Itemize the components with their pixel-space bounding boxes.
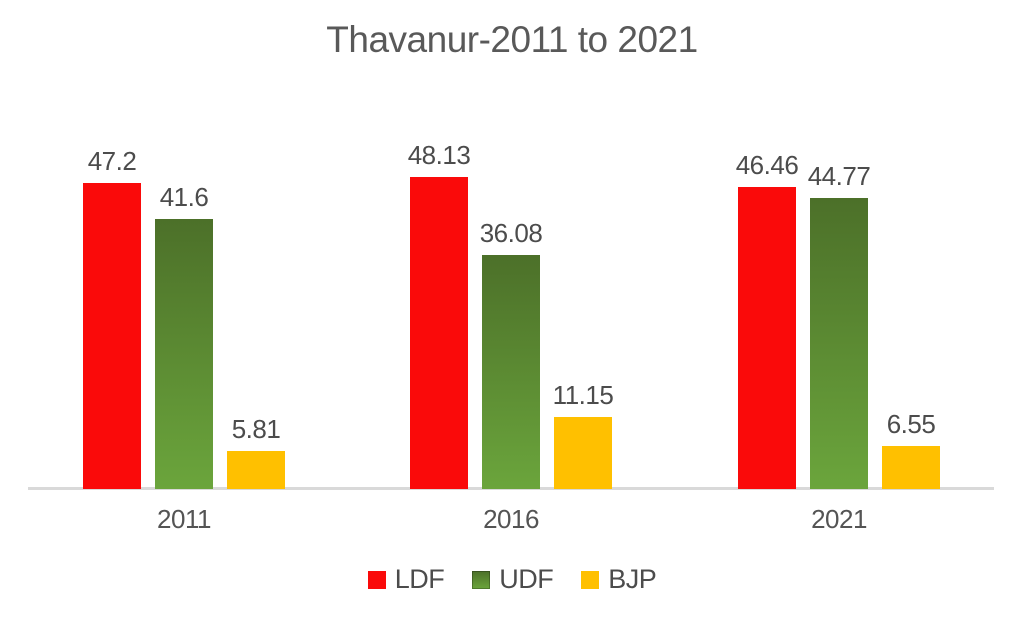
value-label-ldf-2011: 47.2 bbox=[87, 146, 137, 176]
bar-bjp-2016 bbox=[554, 417, 612, 489]
legend-swatch-bjp bbox=[581, 570, 600, 589]
value-label-udf-2021: 44.77 bbox=[807, 161, 871, 191]
legend-swatch-udf bbox=[472, 570, 491, 589]
value-label-udf-2011: 41.6 bbox=[159, 182, 209, 212]
bar-ldf-2016 bbox=[410, 177, 468, 489]
bar-udf-2021 bbox=[810, 198, 868, 489]
value-label-ldf-2021: 46.46 bbox=[735, 150, 799, 180]
value-label-bjp-2021: 6.55 bbox=[886, 409, 936, 439]
bar-ldf-2021 bbox=[738, 187, 796, 489]
legend-item-bjp: BJP bbox=[581, 564, 657, 594]
bar-ldf-2011 bbox=[83, 183, 141, 489]
legend-item-ldf: LDF bbox=[367, 564, 445, 594]
legend-label-bjp: BJP bbox=[608, 564, 657, 594]
legend-swatch-ldf bbox=[367, 570, 386, 589]
value-label-bjp-2011: 5.81 bbox=[231, 414, 281, 444]
x-axis-label-2016: 2016 bbox=[483, 504, 539, 534]
x-axis-label-2021: 2021 bbox=[811, 504, 867, 534]
x-axis-label-2011: 2011 bbox=[157, 504, 211, 534]
value-label-ldf-2016: 48.13 bbox=[407, 140, 471, 170]
bar-udf-2011 bbox=[155, 219, 213, 489]
legend-item-udf: UDF bbox=[472, 564, 554, 594]
bar-bjp-2011 bbox=[227, 451, 285, 489]
value-label-udf-2016: 36.08 bbox=[479, 218, 543, 248]
value-label-bjp-2016: 11.15 bbox=[552, 380, 614, 410]
legend-label-ldf: LDF bbox=[394, 564, 445, 594]
bar-udf-2016 bbox=[482, 255, 540, 489]
legend: LDF UDF BJP bbox=[0, 566, 1024, 593]
chart-title: Thavanur-2011 to 2021 bbox=[326, 19, 698, 60]
bar-bjp-2021 bbox=[882, 446, 940, 489]
legend-label-udf: UDF bbox=[499, 564, 554, 594]
